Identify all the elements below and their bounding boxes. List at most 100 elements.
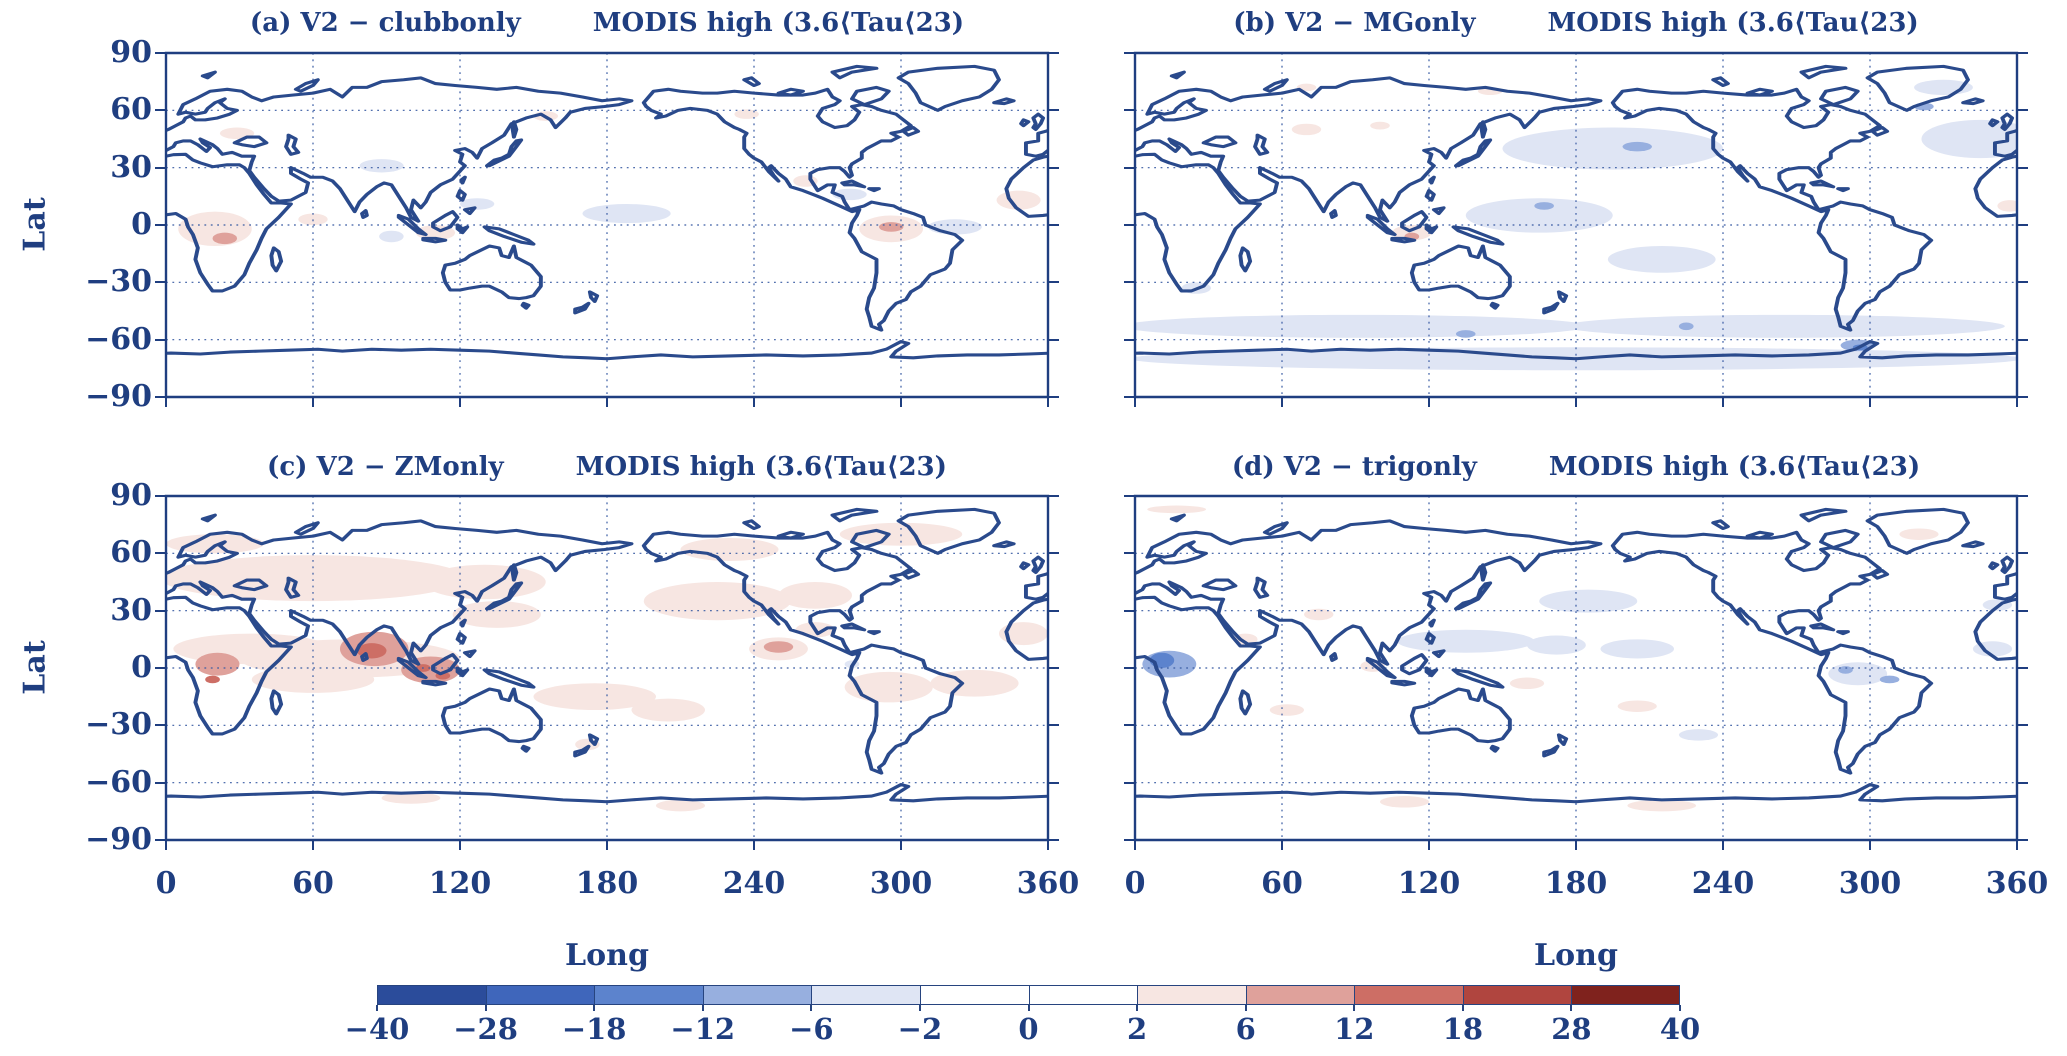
anomaly-patch — [763, 641, 794, 653]
anomaly-patch — [1622, 141, 1652, 152]
y-tick-label: −30 — [85, 707, 152, 743]
x-tick-label: 360 — [1016, 866, 1080, 901]
x-tick-label: 0 — [1124, 866, 1146, 901]
anomaly-patch — [927, 219, 982, 235]
anomaly-patch — [298, 213, 328, 225]
x-tick-label: 300 — [869, 866, 933, 901]
colorbar-segment — [1354, 985, 1465, 1005]
x-tick — [312, 840, 314, 850]
x-tick — [753, 397, 755, 407]
anomaly-patch — [1678, 322, 1694, 331]
anomaly-patch — [999, 622, 1048, 646]
colorbar-segment — [594, 985, 705, 1005]
map-panel-a — [166, 53, 1048, 397]
y-tick-right — [1048, 224, 1059, 226]
x-tick — [1047, 840, 1049, 850]
x-tick — [606, 397, 608, 407]
anomaly-patch — [1627, 799, 1697, 812]
anomaly-patches — [166, 522, 1048, 812]
colorbar-tick — [1027, 1005, 1030, 1011]
map-panel-d — [1135, 496, 2017, 840]
colorbar-tick-label: −18 — [561, 1012, 627, 1046]
colorbar-tick — [810, 1005, 813, 1011]
x-tick-label: 180 — [1544, 866, 1608, 901]
graticule — [1135, 496, 2017, 840]
anomaly-patch — [631, 698, 705, 722]
colorbar-segment — [811, 985, 922, 1005]
anomaly-patch — [359, 159, 404, 173]
x-tick-label: 240 — [722, 866, 786, 901]
anomaly-patch — [452, 601, 541, 628]
anomaly-patch — [1269, 704, 1305, 716]
anomaly-patch — [205, 675, 220, 684]
y-tick-right — [2017, 166, 2028, 169]
anomaly-patch — [1828, 662, 1888, 686]
y-tick-right — [2017, 839, 2028, 841]
panel-b-title-experiment: (b) V2 − MGonly — [1233, 8, 1476, 38]
y-tick-label: −90 — [85, 822, 152, 857]
panel-c-title: (c) V2 − ZMonly MODIS high (3.6⟨Tau⟨23) — [166, 452, 1048, 482]
anomaly-patch — [166, 555, 465, 602]
y-tick-left — [1124, 396, 1135, 398]
x-tick — [312, 397, 314, 407]
anomaly-patch — [1509, 677, 1545, 690]
panel-a-title: (a) V2 − clubbonly MODIS high (3.6⟨Tau⟨2… — [166, 8, 1048, 38]
anomaly-patch — [656, 799, 705, 812]
y-tick-right — [2017, 52, 2028, 54]
y-tick-left — [155, 52, 166, 54]
colorbar-tick — [1353, 1005, 1356, 1011]
anomaly-patch — [582, 203, 671, 224]
anomaly-patch — [1600, 639, 1674, 659]
anomaly-patch — [839, 522, 963, 546]
y-tick-left — [1124, 224, 1135, 226]
colorbar-tick-label: −2 — [897, 1012, 943, 1046]
y-tick-left — [1124, 667, 1135, 669]
y-tick-label: 0 — [131, 650, 152, 685]
colorbar-segment — [1462, 985, 1573, 1005]
anomaly-patch — [996, 190, 1041, 210]
map-content — [1135, 53, 2017, 397]
y-tick-left — [155, 396, 166, 398]
anomaly-patch — [1838, 666, 1853, 674]
anomaly-patch — [533, 683, 656, 711]
x-tick — [165, 397, 167, 407]
anomaly-patch — [734, 109, 759, 119]
anomaly-patch — [379, 230, 404, 243]
anomaly-patch — [1527, 635, 1586, 655]
y-tick-right — [1048, 166, 1059, 169]
y-tick-right — [2017, 609, 2028, 612]
y-tick-right — [1048, 781, 1059, 784]
y-tick-left — [1124, 52, 1135, 54]
colorbar-tick — [1570, 1005, 1573, 1011]
colorbar-tick — [701, 1005, 704, 1011]
x-tick — [2016, 397, 2018, 407]
x-tick — [1428, 840, 1430, 850]
y-tick-right — [2017, 109, 2028, 112]
y-tick-left — [1124, 109, 1135, 112]
x-tick-label: 240 — [1691, 866, 1755, 901]
panel-d-title-experiment: (d) V2 − trigonly — [1231, 452, 1477, 482]
y-tick-label: 90 — [110, 478, 152, 513]
y-tick-left — [1124, 552, 1135, 555]
y-tick-left — [155, 224, 166, 226]
y-tick-right — [1048, 609, 1059, 612]
y-tick-left — [155, 338, 166, 341]
y-tick-right — [1048, 667, 1059, 669]
map-panel-c — [166, 496, 1048, 840]
colorbar-tick-label: 12 — [1334, 1012, 1375, 1046]
colorbar-tick-label: 18 — [1442, 1012, 1483, 1046]
anomaly-patches — [1135, 79, 2017, 371]
colorbar-tick — [484, 1005, 487, 1011]
anomaly-patch — [173, 633, 331, 665]
panel-c-title-reference: MODIS high (3.6⟨Tau⟨23) — [575, 452, 947, 482]
panel-d-title: (d) V2 − trigonly MODIS high (3.6⟨Tau⟨23… — [1135, 452, 2017, 482]
anomaly-patch — [1921, 119, 2017, 159]
map-content — [166, 496, 1048, 840]
x-tick-label: 300 — [1838, 866, 1902, 901]
y-tick-left — [155, 281, 166, 284]
graticule — [166, 53, 1048, 397]
y-tick-left — [1124, 166, 1135, 169]
anomaly-patch — [1563, 314, 2005, 338]
anomaly-patch — [381, 792, 441, 804]
